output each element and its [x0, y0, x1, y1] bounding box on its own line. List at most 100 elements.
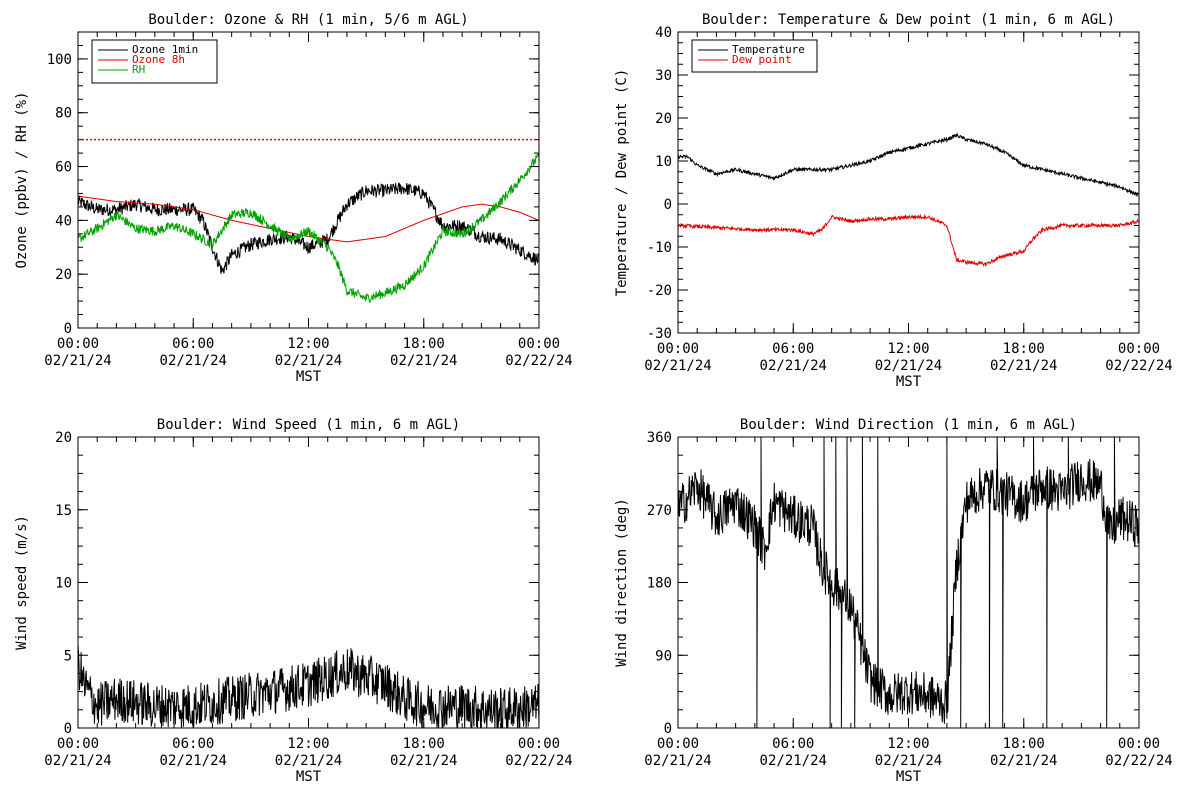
legend-box — [691, 39, 818, 73]
y-tick-label: 270 — [647, 503, 672, 519]
legend-label: Temperature — [732, 43, 805, 56]
x-tick-date-label: 02/21/24 — [990, 358, 1057, 374]
x-tick-time-label: 00:00 — [57, 336, 99, 352]
x-tick-time-label: 06:00 — [772, 341, 814, 357]
plot-frame — [677, 31, 1140, 334]
x-tick-date-label: 02/21/24 — [160, 353, 227, 369]
x-tick-time-label: 18:00 — [1003, 341, 1045, 357]
y-axis-label: Wind speed (m/s) — [14, 515, 30, 650]
plot-area — [78, 152, 539, 304]
x-tick-date-label: 02/21/24 — [44, 753, 111, 769]
x-axis-label: MST — [896, 374, 922, 390]
x-tick-time-label: 00:00 — [1118, 341, 1160, 357]
x-tick-time-label: 18:00 — [1003, 736, 1045, 752]
legend-label: Dew point — [732, 53, 792, 66]
y-tick-label: 20 — [55, 430, 72, 446]
x-tick-date-label: 02/21/24 — [990, 753, 1057, 769]
legend-box — [91, 39, 218, 84]
x-tick-date-label: 02/22/24 — [505, 753, 572, 769]
y-tick-label: 360 — [647, 430, 672, 446]
y-tick-label: 100 — [47, 52, 72, 68]
x-tick-date-label: 02/21/24 — [760, 753, 827, 769]
y-tick-label: 40 — [655, 25, 672, 41]
x-tick-date-label: 02/22/24 — [1105, 753, 1172, 769]
series-line-1 — [678, 437, 1139, 728]
x-axis-label: MST — [896, 769, 922, 785]
legend-label: Ozone 8h — [132, 53, 185, 66]
plot-frame — [677, 436, 1140, 729]
x-tick-time-label: 00:00 — [518, 736, 560, 752]
y-axis-label: Ozone (ppbv) / RH (%) — [14, 91, 30, 268]
x-tick-date-label: 02/21/24 — [760, 358, 827, 374]
x-axis-label: MST — [296, 769, 322, 785]
x-tick-date-label: 02/21/24 — [390, 353, 457, 369]
x-tick-time-label: 00:00 — [57, 736, 99, 752]
legend-label: RH — [132, 63, 145, 76]
x-tick-date-label: 02/21/24 — [275, 353, 342, 369]
y-tick-label: 180 — [647, 576, 672, 592]
series-line-3 — [78, 152, 539, 304]
x-tick-date-label: 02/21/24 — [644, 753, 711, 769]
y-tick-label: 15 — [55, 503, 72, 519]
x-tick-time-label: 00:00 — [1118, 736, 1160, 752]
y-tick-label: 80 — [55, 106, 72, 122]
chart-title: Boulder: Temperature & Dew point (1 min,… — [702, 12, 1115, 28]
y-tick-label: 0 — [664, 197, 672, 213]
y-tick-label: 40 — [55, 213, 72, 229]
x-tick-time-label: 06:00 — [772, 736, 814, 752]
x-tick-time-label: 00:00 — [657, 736, 699, 752]
y-tick-label: 60 — [55, 160, 72, 176]
x-tick-date-label: 02/22/24 — [505, 353, 572, 369]
y-tick-label: -30 — [647, 326, 672, 342]
y-tick-label: 5 — [64, 648, 72, 664]
y-axis-label: Wind direction (deg) — [614, 498, 630, 667]
chart-panel-4: Boulder: Wind Direction (1 min, 6 m AGL)… — [614, 417, 1173, 785]
y-tick-label: -20 — [647, 283, 672, 299]
y-tick-label: 0 — [64, 321, 72, 337]
x-tick-date-label: 02/21/24 — [275, 753, 342, 769]
x-tick-date-label: 02/21/24 — [44, 353, 111, 369]
chart-title: Boulder: Wind Direction (1 min, 6 m AGL) — [740, 417, 1077, 433]
x-tick-time-label: 12:00 — [887, 341, 929, 357]
x-tick-date-label: 02/21/24 — [875, 358, 942, 374]
y-tick-label: 20 — [55, 267, 72, 283]
x-tick-time-label: 06:00 — [172, 736, 214, 752]
y-tick-label: 10 — [55, 576, 72, 592]
series-line-2 — [678, 213, 1139, 268]
y-tick-label: 0 — [64, 721, 72, 737]
x-tick-time-label: 12:00 — [287, 736, 329, 752]
plot-frame — [77, 436, 540, 729]
series-line-1 — [78, 182, 539, 274]
x-tick-time-label: 12:00 — [887, 736, 929, 752]
x-tick-date-label: 02/21/24 — [390, 753, 457, 769]
chart-panel-3: Boulder: Wind Speed (1 min, 6 m AGL) Wind… — [14, 417, 573, 785]
x-tick-date-label: 02/21/24 — [644, 358, 711, 374]
series-line-1 — [678, 132, 1139, 198]
x-tick-date-label: 02/21/24 — [875, 753, 942, 769]
y-tick-label: -10 — [647, 240, 672, 256]
chart-panel-2: Boulder: Temperature & Dew point (1 min,… — [614, 12, 1173, 390]
y-tick-label: 0 — [664, 721, 672, 737]
x-tick-time-label: 12:00 — [287, 336, 329, 352]
x-tick-time-label: 18:00 — [403, 736, 445, 752]
chart-title: Boulder: Wind Speed (1 min, 6 m AGL) — [157, 417, 460, 433]
x-tick-date-label: 02/22/24 — [1105, 358, 1172, 374]
plot-frame — [77, 31, 540, 329]
legend-label: Ozone 1min — [132, 43, 198, 56]
series-line-2 — [78, 195, 539, 243]
x-tick-time-label: 00:00 — [518, 336, 560, 352]
x-tick-time-label: 18:00 — [403, 336, 445, 352]
y-axis-label: Temperature / Dew point (C) — [614, 69, 630, 297]
x-tick-date-label: 02/21/24 — [160, 753, 227, 769]
plot-area — [78, 643, 539, 728]
y-tick-label: 20 — [655, 111, 672, 127]
chart-panel-1: Boulder: Ozone & RH (1 min, 5/6 m AGL) Oz… — [14, 12, 573, 385]
x-tick-time-label: 00:00 — [657, 341, 699, 357]
y-tick-label: 30 — [655, 68, 672, 84]
series-line-1 — [78, 643, 539, 728]
plot-area — [678, 132, 1139, 268]
y-tick-label: 10 — [655, 154, 672, 170]
